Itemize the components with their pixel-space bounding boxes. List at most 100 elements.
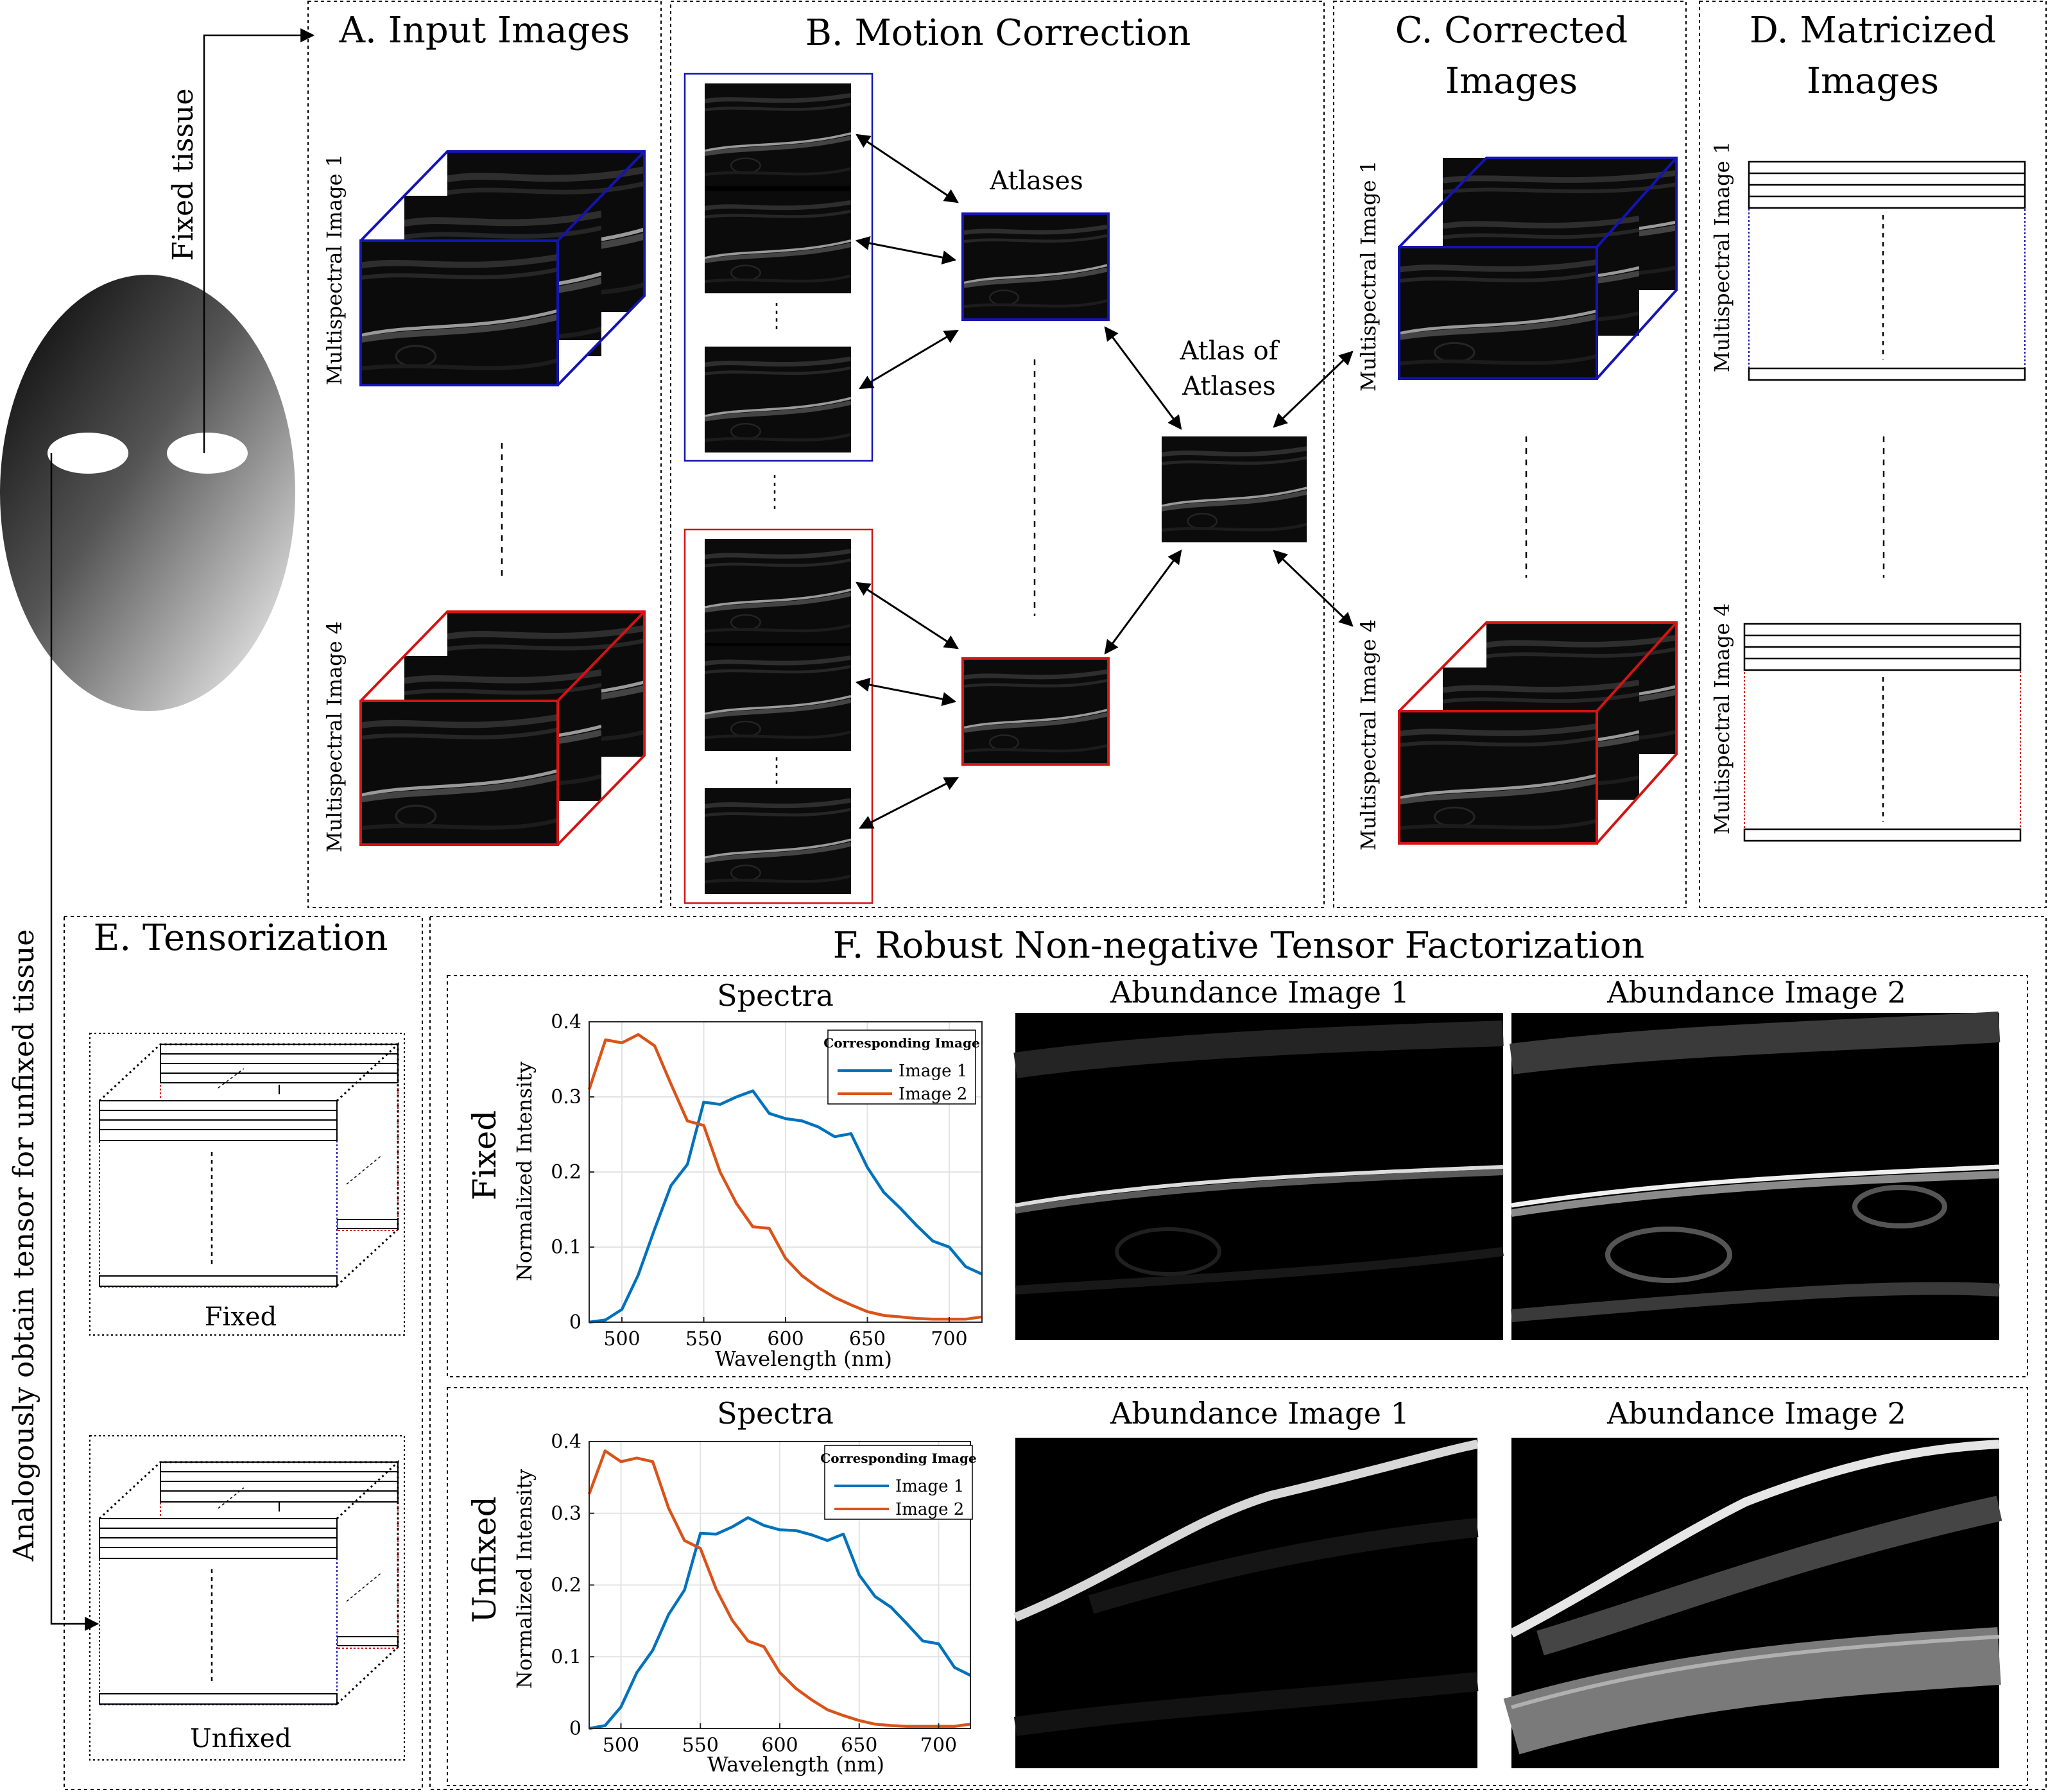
x-tick-label: 500 (603, 1734, 639, 1757)
ms-image-1-label-d: Multispectral Image 1 (1710, 141, 1734, 372)
panel-a-title: A. Input Images (339, 10, 630, 51)
x-tick-label: 600 (761, 1734, 798, 1757)
atlases-label: Atlases (989, 166, 1083, 196)
series-line-image-2 (587, 1449, 971, 1728)
series-line-image-2 (587, 1033, 983, 1321)
left-eye (47, 433, 128, 474)
x-tick-label: 550 (682, 1734, 719, 1757)
abundance-2-title-fixed: Abundance Image 2 (1606, 975, 1906, 1010)
panel-a-frame (307, 1, 662, 908)
panel-a: A. Input Images Multispectral Image 1 (307, 1, 662, 908)
legend-label-image-1: Image 1 (899, 1062, 967, 1081)
fixed-row-frame (447, 975, 2028, 1377)
panel-c-frame (1333, 1, 1687, 908)
red-stack-images (705, 539, 851, 894)
abundance-image-1-unfixed (1013, 1438, 1479, 1768)
row-label-unfixed: Unfixed (466, 1496, 503, 1623)
spectra-chart-fixed: Spectra Normalized Intensity Wavelength … (512, 978, 983, 1371)
plot-area: 500 550 600 650 700 0 0.1 0.2 0.3 0.4 (551, 1011, 983, 1350)
y-axis-label: Normalized Intensity (512, 1469, 537, 1689)
red-group-frame (684, 528, 873, 904)
x-tick-label: 700 (931, 1328, 967, 1350)
x-tick-label: 650 (849, 1328, 886, 1350)
matrix-4 (1743, 623, 2022, 842)
spectra-chart-unfixed: Spectra Normalized Intensity Wavelength … (512, 1396, 977, 1777)
abundance-1-title-fixed: Abundance Image 1 (1110, 975, 1409, 1010)
panel-b-title: B. Motion Correction (805, 12, 1191, 54)
panel-e-title: E. Tensorization (94, 917, 388, 959)
input-cube-1 (359, 150, 646, 386)
tensor-fixed-label: Fixed (205, 1302, 277, 1332)
panel-d-frame (1699, 1, 2047, 908)
abundance-image-2-unfixed (1503, 1438, 2002, 1768)
tensor-fixed (89, 1033, 405, 1336)
y-tick-label: 0.3 (551, 1503, 581, 1525)
fixed-tissue-label: Fixed tissue (167, 89, 200, 261)
unfixed-tissue-label: Analogously obtain tensor for unfixed ti… (8, 929, 40, 1562)
legend-box (827, 1030, 976, 1105)
ms-image-1-label-a: Multispectral Image 1 (322, 154, 347, 385)
atlas-of-atlases-label-1: Atlas of (1179, 336, 1280, 366)
series-line-image-1 (589, 1089, 983, 1324)
ms-image-1-label-c: Multispectral Image 1 (1356, 160, 1381, 392)
panel-d: D. Matricized Images Multispectral Image… (1699, 1, 2047, 908)
matrix-1 (1748, 160, 2026, 381)
panel-f: F. Robust Non-negative Tensor Factorizat… (429, 916, 2047, 1790)
legend-label-image-2: Image 2 (899, 1085, 967, 1104)
legend: Corresponding Image Image 1 Image 2 (823, 1030, 980, 1105)
atlas-of-atlases-label-2: Atlases (1182, 372, 1276, 401)
y-tick-label: 0.2 (551, 1161, 581, 1184)
series-line-image-1 (589, 1516, 972, 1730)
panel-c-title-2: Images (1445, 60, 1578, 102)
panel-c-title-1: C. Corrected (1395, 10, 1628, 51)
face-oval (0, 275, 295, 711)
y-tick-label: 0.1 (551, 1646, 581, 1668)
y-tick-label: 0.1 (551, 1236, 581, 1259)
blue-group-frame (684, 73, 873, 462)
chart-title: Spectra (717, 1396, 834, 1431)
corrected-cube-4 (1398, 621, 1678, 845)
abundance-image-1-fixed (1013, 1013, 1504, 1340)
x-tick-label: 650 (841, 1734, 877, 1757)
legend-label-image-1: Image 1 (895, 1477, 964, 1496)
x-tick-label: 500 (603, 1328, 640, 1350)
abundance-image-2-fixed (1510, 1012, 2001, 1340)
panel-b-frame (670, 1, 1325, 908)
y-tick-label: 0.3 (551, 1086, 581, 1108)
right-eye (167, 433, 248, 474)
ms-image-4-label-d: Multispectral Image 4 (1710, 603, 1734, 834)
legend-label-image-2: Image 2 (895, 1500, 964, 1519)
tensor-unfixed (89, 1435, 405, 1761)
panel-b: B. Motion Correction Atlases Atlas of A (670, 1, 1354, 908)
x-tick-label: 550 (685, 1328, 722, 1350)
x-axis-label: Wavelength (nm) (707, 1752, 884, 1777)
legend-title: Corresponding Image (820, 1451, 976, 1466)
unfixed-row-frame (447, 1387, 2028, 1786)
panel-d-title-2: Images (1807, 60, 1939, 102)
row-label-fixed: Fixed (466, 1110, 503, 1200)
y-axis-label: Normalized Intensity (512, 1062, 537, 1281)
x-tick-label: 700 (920, 1734, 957, 1757)
ms-image-4-label-c: Multispectral Image 4 (1356, 619, 1381, 850)
panel-e: E. Tensorization Fixed (64, 916, 423, 1790)
tensor-unfixed-label: Unfixed (190, 1724, 291, 1753)
y-tick-label: 0.2 (551, 1574, 581, 1597)
legend: Corresponding Image Image 1 Image 2 (820, 1445, 977, 1520)
ms-image-4-label-a: Multispectral Image 4 (322, 621, 347, 852)
unfixed-tissue-arrow (50, 453, 99, 1631)
panel-f-title: F. Robust Non-negative Tensor Factorizat… (833, 925, 1645, 967)
x-tick-label: 600 (767, 1328, 804, 1350)
abundance-2-title-unfixed: Abundance Image 2 (1606, 1396, 1906, 1431)
panel-c: C. Corrected Images Multispectral Image … (1333, 1, 1687, 908)
fixed-tissue-arrow (203, 28, 315, 453)
eye-diagram: Fixed tissue Analogously obtain tensor f… (0, 28, 315, 1631)
y-tick-label: 0 (569, 1718, 581, 1740)
blue-stack-images (705, 83, 851, 452)
legend-box (824, 1445, 973, 1520)
panel-d-title-1: D. Matricized (1750, 10, 1996, 51)
motion-arrows (855, 134, 1354, 829)
corrected-cube-1 (1398, 157, 1678, 380)
y-tick-label: 0 (569, 1311, 581, 1334)
chart-title: Spectra (717, 978, 834, 1013)
